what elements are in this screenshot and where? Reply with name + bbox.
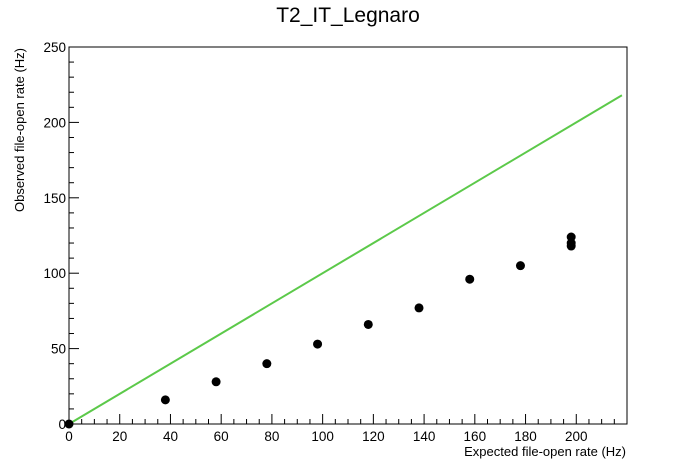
chart-title: T2_IT_Legnaro xyxy=(276,4,420,27)
x-tick-label: 120 xyxy=(362,429,385,444)
data-point xyxy=(465,274,475,284)
y-tick-label: 200 xyxy=(43,115,66,130)
axis-ticks xyxy=(68,46,628,425)
data-point xyxy=(414,303,424,313)
data-point xyxy=(566,232,576,242)
y-tick-label: 150 xyxy=(43,191,66,206)
y-axis-label: Observed file-open rate (Hz) xyxy=(12,48,27,212)
data-point xyxy=(160,395,170,405)
x-tick-label: 60 xyxy=(214,429,229,444)
y-tick-label: 250 xyxy=(43,40,66,55)
tick-labels: 0 20 40 60 80 100 120 140 160 180 200 0 50 100 150 200 2… xyxy=(43,40,587,444)
x-axis-label: Expected file-open rate (Hz) xyxy=(464,444,626,459)
data-point xyxy=(313,339,323,349)
x-tick-label: 0 xyxy=(65,429,73,444)
x-tick-label: 80 xyxy=(264,429,279,444)
reference-line xyxy=(68,94,623,425)
data-point xyxy=(211,377,221,387)
data-point xyxy=(64,419,74,429)
x-tick-label: 40 xyxy=(163,429,178,444)
x-tick-label: 20 xyxy=(112,429,127,444)
x-tick-label: 160 xyxy=(464,429,487,444)
data-point xyxy=(363,319,373,329)
x-tick-label: 100 xyxy=(311,429,334,444)
x-tick-label: 180 xyxy=(514,429,537,444)
x-tick-label: 200 xyxy=(565,429,588,444)
y-tick-label: 100 xyxy=(43,266,66,281)
y-tick-label: 0 xyxy=(58,417,66,432)
data-point xyxy=(515,261,525,271)
x-tick-label: 140 xyxy=(413,429,436,444)
data-points xyxy=(64,232,576,429)
y-tick-label: 50 xyxy=(51,342,66,357)
data-point xyxy=(262,359,272,369)
